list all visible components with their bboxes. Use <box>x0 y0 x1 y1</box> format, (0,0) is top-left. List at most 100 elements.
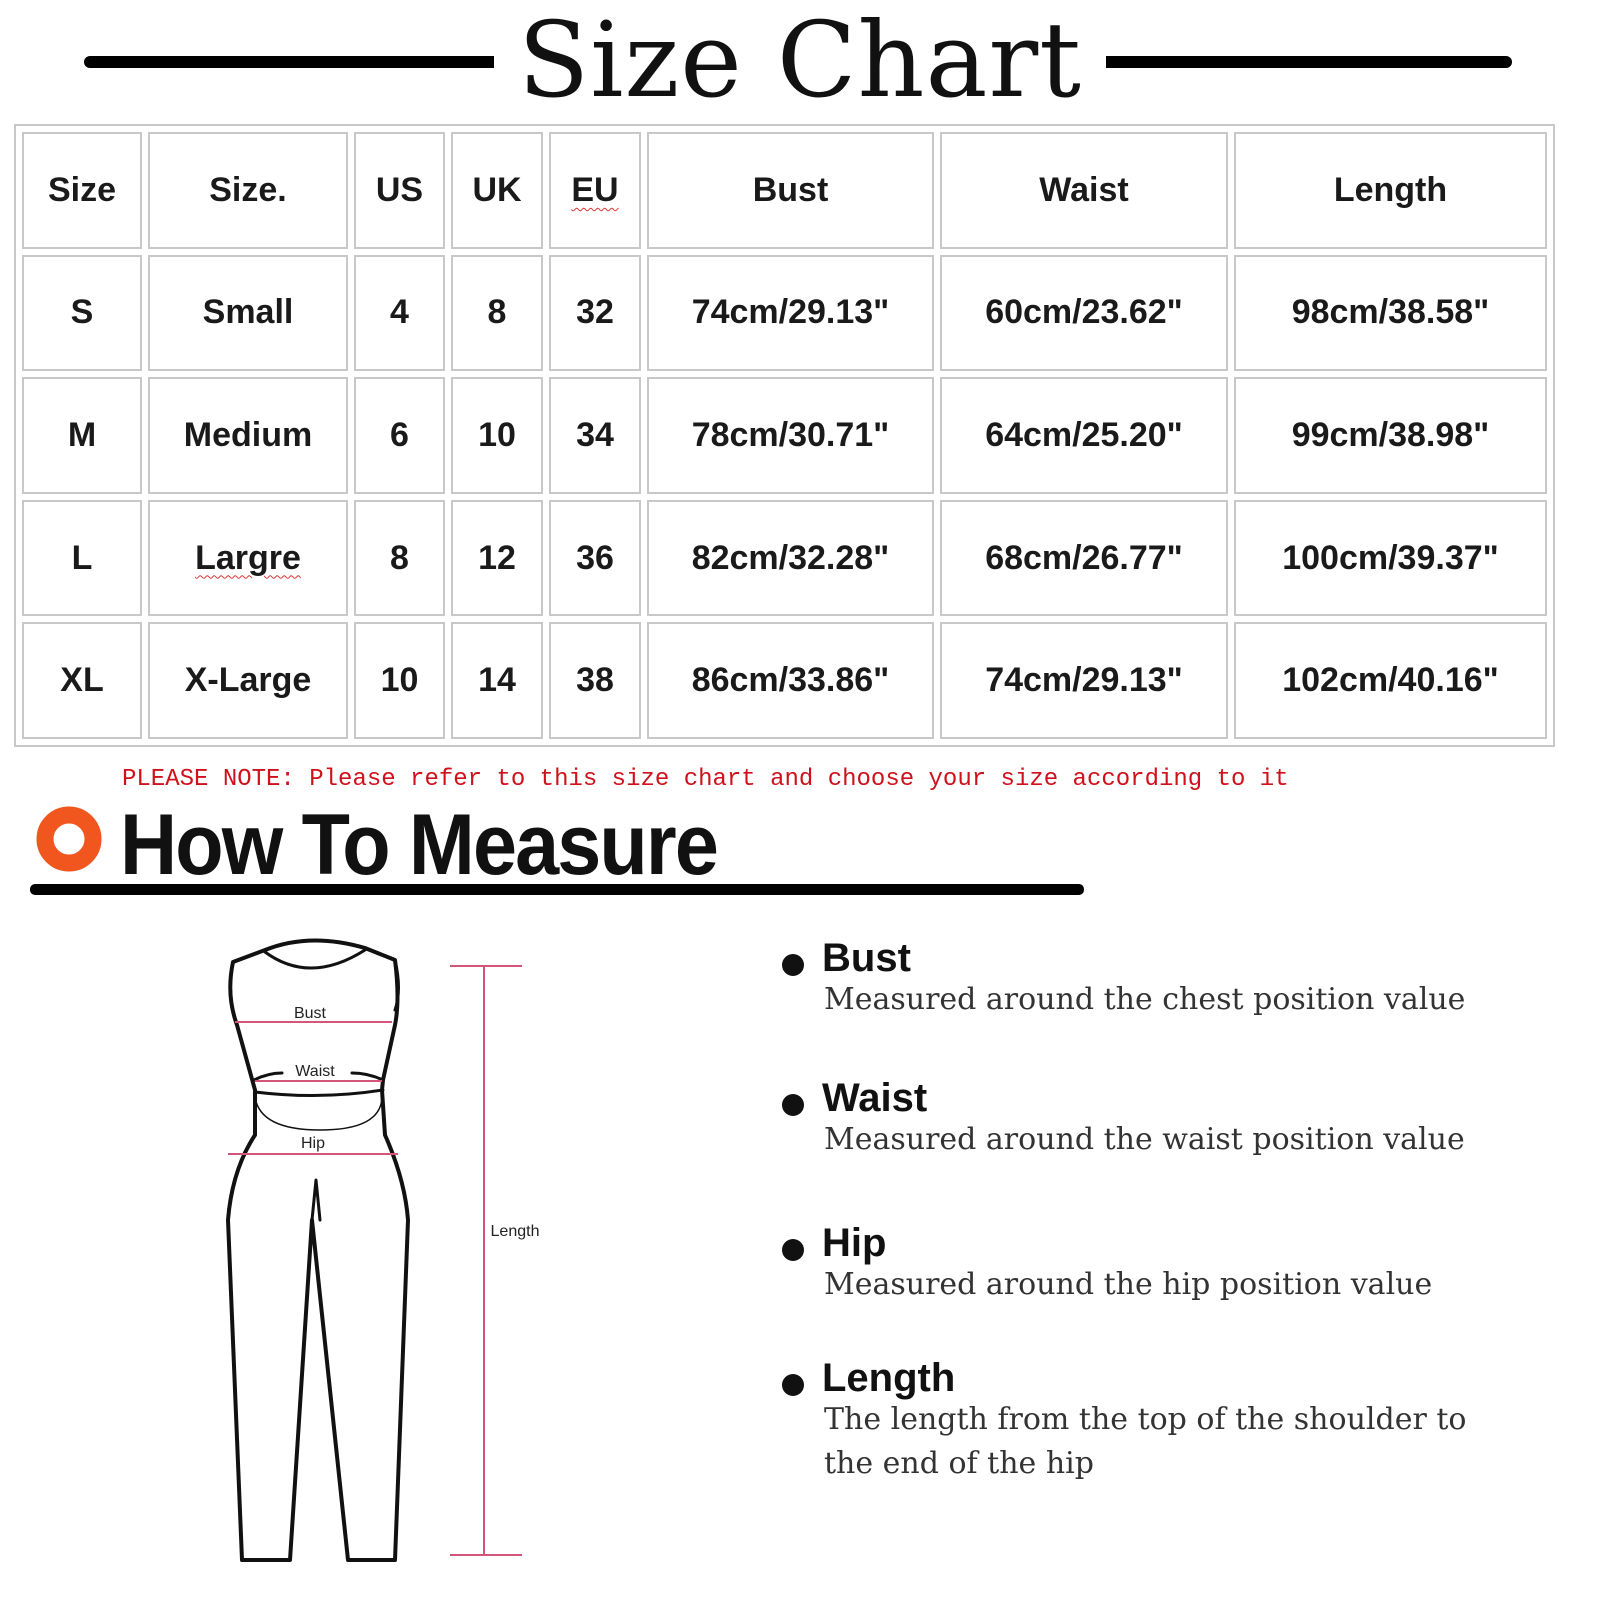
cell-text: 98cm/38.58" <box>1291 293 1490 332</box>
how-to-measure-heading: How To Measure <box>120 797 719 893</box>
measure-item-title: Waist <box>822 1076 928 1120</box>
table-cell: Small <box>148 254 348 372</box>
table-cell: 32 <box>549 254 641 372</box>
table-header-row: Size Size. US UK EU Bust Waist Length <box>22 132 1547 249</box>
table-cell: 64cm/25.20" <box>940 377 1228 494</box>
table-header-cell: UK <box>451 132 543 249</box>
cell-text: M <box>67 415 97 454</box>
table-header-cell: Size <box>22 132 142 249</box>
bullet-icon <box>782 1239 804 1261</box>
table-cell: 8 <box>451 254 543 372</box>
ring-icon <box>36 806 102 872</box>
table-cell: S <box>22 254 142 372</box>
table-header-cell: EU <box>549 132 641 249</box>
cell-text: 60cm/23.62" <box>985 293 1183 332</box>
cell-text: 6 <box>390 415 409 454</box>
cell-text: 4 <box>390 293 409 332</box>
table-header-cell: US <box>354 132 445 249</box>
cell-text: Waist <box>1039 170 1129 209</box>
cell-text: 32 <box>576 293 614 332</box>
cell-text: 99cm/38.98" <box>1291 415 1490 454</box>
cell-text: 64cm/25.20" <box>985 415 1183 454</box>
table-cell: Largre <box>148 499 348 617</box>
table-cell: 68cm/26.77" <box>940 499 1228 617</box>
bullet-icon <box>782 1094 804 1116</box>
heading-rule <box>30 884 1084 895</box>
cell-text: 82cm/32.28" <box>691 538 890 577</box>
table-cell: Medium <box>148 377 348 494</box>
table-cell: 74cm/29.13" <box>940 622 1228 739</box>
cell-text: UK <box>472 170 522 209</box>
cell-text: 12 <box>478 538 516 577</box>
cell-text: L <box>71 538 93 577</box>
table-cell: 6 <box>354 377 445 494</box>
cell-text: Small <box>202 293 294 332</box>
cell-text: EU <box>571 170 619 209</box>
table-cell: L <box>22 499 142 617</box>
cell-text: 10 <box>478 415 516 454</box>
table-cell: 102cm/40.16" <box>1234 622 1547 739</box>
table-cell: 36 <box>549 499 641 617</box>
table-cell: 82cm/32.28" <box>647 499 934 617</box>
measure-item-desc: The length from the top of the shoulder … <box>824 1402 1467 1437</box>
bullet-icon <box>782 1374 804 1396</box>
cell-text: XL <box>60 661 104 700</box>
cell-text: 74cm/29.13" <box>691 293 890 332</box>
table-cell: 10 <box>451 377 543 494</box>
cell-text: Size. <box>209 170 287 209</box>
table-row: S Small 4 8 32 74cm/29.13" 60cm/23.62" 98cm/38.… <box>22 254 1547 372</box>
cell-text: 10 <box>380 661 419 700</box>
table-cell: 4 <box>354 254 445 372</box>
cell-text: 68cm/26.77" <box>985 538 1183 577</box>
cell-text: 74cm/29.13" <box>985 661 1183 700</box>
table-row: M Medium 6 10 34 78cm/30.71" 64cm/25.20" 99cm/3… <box>22 377 1547 494</box>
table-row: L Largre 8 12 36 82cm/32.28" 68cm/26.77" 100cm/… <box>22 499 1547 617</box>
cell-text: 78cm/30.71" <box>691 415 890 454</box>
table-cell: 10 <box>354 622 445 739</box>
figure-label-bust: Bust <box>294 1005 327 1022</box>
cell-text: Size <box>47 170 117 209</box>
table-cell: 60cm/23.62" <box>940 254 1228 372</box>
figure-label-length: Length <box>491 1223 540 1240</box>
table-header-cell: Waist <box>940 132 1228 249</box>
table-cell: 100cm/39.37" <box>1234 499 1547 617</box>
table-cell: 86cm/33.86" <box>647 622 934 739</box>
please-note: PLEASE NOTE: Please refer to this size c… <box>122 766 1289 793</box>
cell-text: 86cm/33.86" <box>691 661 890 700</box>
page-title-text: Size Chart <box>494 0 1106 121</box>
measure-item-desc: Measured around the hip position value <box>824 1267 1433 1302</box>
cell-text: X-Large <box>184 661 312 700</box>
cell-text: 38 <box>576 661 614 700</box>
table-header-cell: Length <box>1234 132 1547 249</box>
table-cell: X-Large <box>148 622 348 739</box>
measure-item-title: Bust <box>822 936 911 980</box>
cell-text: 36 <box>576 538 614 577</box>
measure-item-desc: Measured around the chest position value <box>824 982 1466 1017</box>
table-cell: 38 <box>549 622 641 739</box>
cell-text: Bust <box>752 170 829 209</box>
table-cell: 8 <box>354 499 445 617</box>
cell-text: 8 <box>487 293 507 332</box>
table-cell: 78cm/30.71" <box>647 377 934 494</box>
table-cell: 74cm/29.13" <box>647 254 934 372</box>
cell-text: Length <box>1333 170 1448 209</box>
cell-text: Medium <box>183 415 313 454</box>
cell-text: Largre <box>195 538 301 577</box>
table-cell: 14 <box>451 622 543 739</box>
cell-text: 8 <box>390 538 409 577</box>
table-cell: 34 <box>549 377 641 494</box>
title-rule-left <box>84 56 510 68</box>
figure-label-hip: Hip <box>301 1135 325 1152</box>
table-header-cell: Size. <box>148 132 348 249</box>
table-cell: 12 <box>451 499 543 617</box>
measure-item-title: Hip <box>822 1221 887 1265</box>
table-cell: XL <box>22 622 142 739</box>
cell-text: 34 <box>576 415 614 454</box>
title-rule-right <box>1098 56 1512 68</box>
cell-text: S <box>70 293 94 332</box>
size-table: Size Size. US UK EU Bust Waist Length S Small 4 8 32… <box>14 124 1555 747</box>
table-cell: 99cm/38.98" <box>1234 377 1547 494</box>
table-header-cell: Bust <box>647 132 934 249</box>
table-row: XL X-Large 10 14 38 86cm/33.86" 74cm/29.13" 102… <box>22 622 1547 739</box>
measure-item-desc: Measured around the waist position value <box>824 1122 1465 1157</box>
